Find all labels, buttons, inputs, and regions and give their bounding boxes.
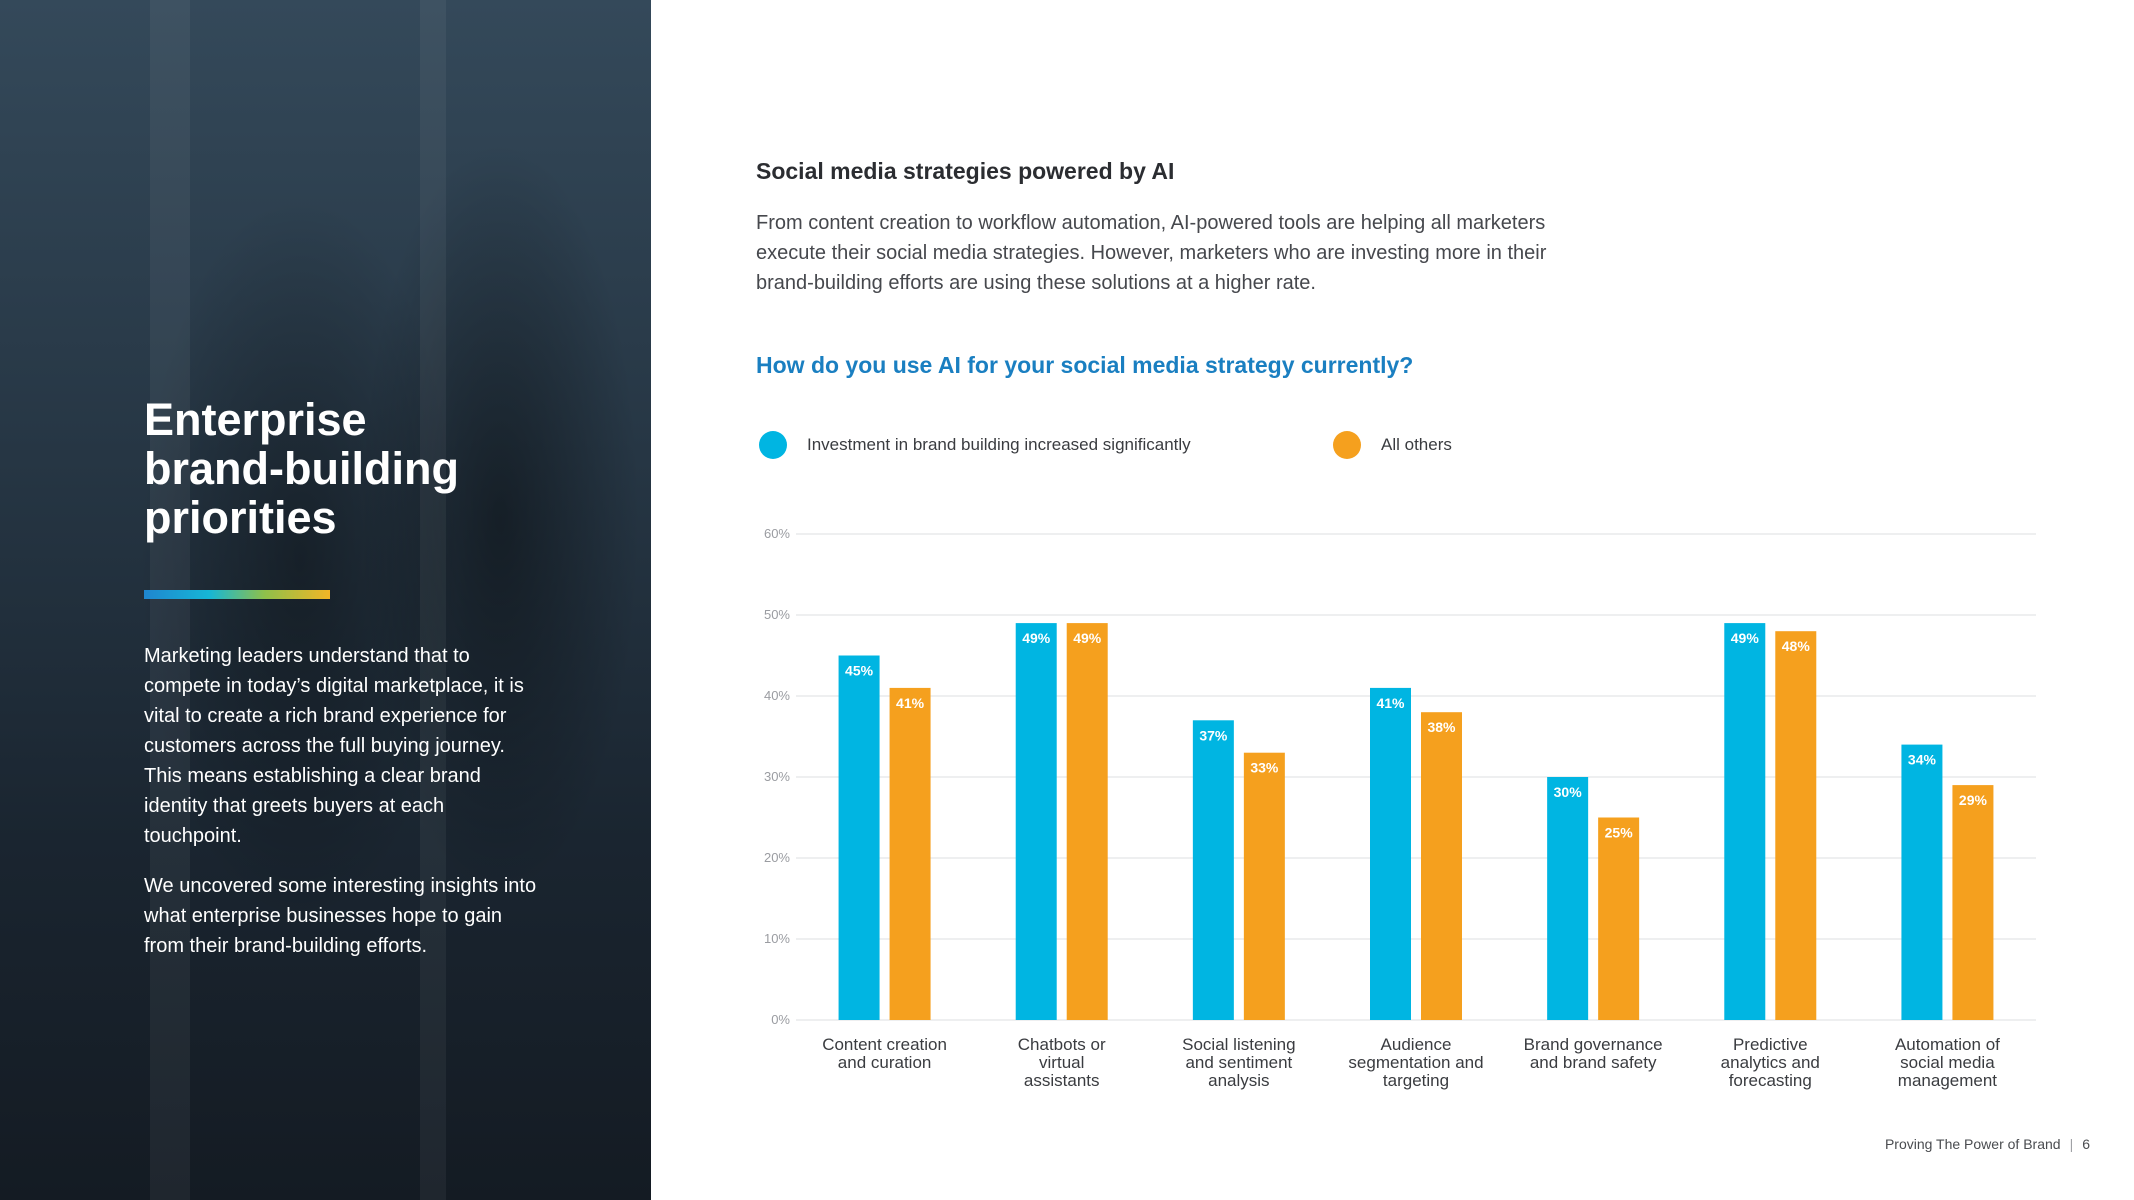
chart-title: How do you use AI for your social media … [756, 352, 1414, 378]
x-category-label: Brand governance and brand safety [1524, 1035, 1663, 1072]
bar [1066, 623, 1108, 1020]
footer-separator: | [2069, 1136, 2074, 1152]
bar [1598, 817, 1640, 1020]
bar [889, 687, 931, 1020]
data-label: 45% [845, 663, 874, 679]
publication-title: Proving The Power of Brand [1884, 1136, 2061, 1152]
legend-item-all-others: All others [1333, 430, 1452, 460]
data-label: 34% [1908, 752, 1937, 768]
y-tick-label: 50% [764, 607, 790, 622]
page-number: 6 [2082, 1136, 2090, 1152]
y-tick-label: 40% [764, 688, 790, 703]
bar [1901, 744, 1943, 1020]
x-category-label: Chatbots or virtual assistants [1018, 1035, 1106, 1090]
data-label: 49% [1731, 630, 1760, 646]
section-intro: From content creation to workflow automa… [756, 212, 1547, 294]
background-photo-detail [150, 0, 190, 1200]
bar [1724, 623, 1766, 1020]
y-tick-label: 0% [771, 1012, 790, 1027]
bar [1192, 720, 1234, 1020]
section-heading: Social media strategies powered by AI [756, 158, 1175, 184]
hero-panel: Enterprise brand-building priorities Mar… [0, 0, 651, 1200]
y-tick-label: 60% [764, 526, 790, 541]
title-accent-rule [144, 590, 330, 599]
legend-swatch [759, 431, 787, 459]
data-label: 30% [1554, 784, 1583, 800]
y-tick-label: 20% [764, 850, 790, 865]
data-label: 29% [1959, 792, 1988, 808]
bar [1952, 785, 1994, 1020]
data-label: 41% [896, 695, 925, 711]
page-title: Enterprise brand-building priorities [144, 394, 459, 543]
legend-label: Investment in brand building increased s… [807, 435, 1191, 454]
bar [1421, 712, 1462, 1020]
bar [1370, 687, 1411, 1020]
x-category-label: Automation of social media management [1895, 1035, 2000, 1090]
data-label: 41% [1376, 695, 1405, 711]
insights-paragraph: We uncovered some interesting insights i… [144, 875, 537, 957]
data-label: 37% [1199, 727, 1228, 743]
y-tick-label: 30% [764, 769, 790, 784]
x-category-label: Content creation and curation [822, 1035, 947, 1072]
data-label: 49% [1022, 630, 1051, 646]
data-label: 25% [1605, 825, 1634, 841]
x-category-label: Audience segmentation and targeting [1348, 1035, 1483, 1090]
bar [1243, 752, 1285, 1020]
bar [1775, 631, 1817, 1020]
y-tick-label: 10% [764, 931, 790, 946]
background-photo-detail [420, 0, 446, 1200]
data-label: 33% [1250, 760, 1279, 776]
bar [1015, 623, 1057, 1020]
page-footer: Proving The Power of Brand | 6 [1885, 1136, 2090, 1152]
x-category-label: Social listening and sentiment analysis [1182, 1035, 1295, 1090]
bar [1547, 777, 1589, 1020]
intro-paragraph: Marketing leaders understand that to com… [144, 645, 524, 847]
bar-chart: 0% 10% 20% 30% 40% 50% 60% 45% 41% Content creati… [764, 526, 2036, 1090]
data-label: 38% [1427, 719, 1456, 735]
x-category-label: Predictive analytics and forecasting [1721, 1035, 1820, 1090]
data-label: 49% [1073, 630, 1102, 646]
legend-label: All others [1381, 435, 1452, 454]
legend-swatch [1333, 431, 1361, 459]
bar [838, 655, 880, 1020]
legend-item-brand-investors: Investment in brand building increased s… [759, 430, 1191, 460]
data-label: 48% [1782, 638, 1811, 654]
